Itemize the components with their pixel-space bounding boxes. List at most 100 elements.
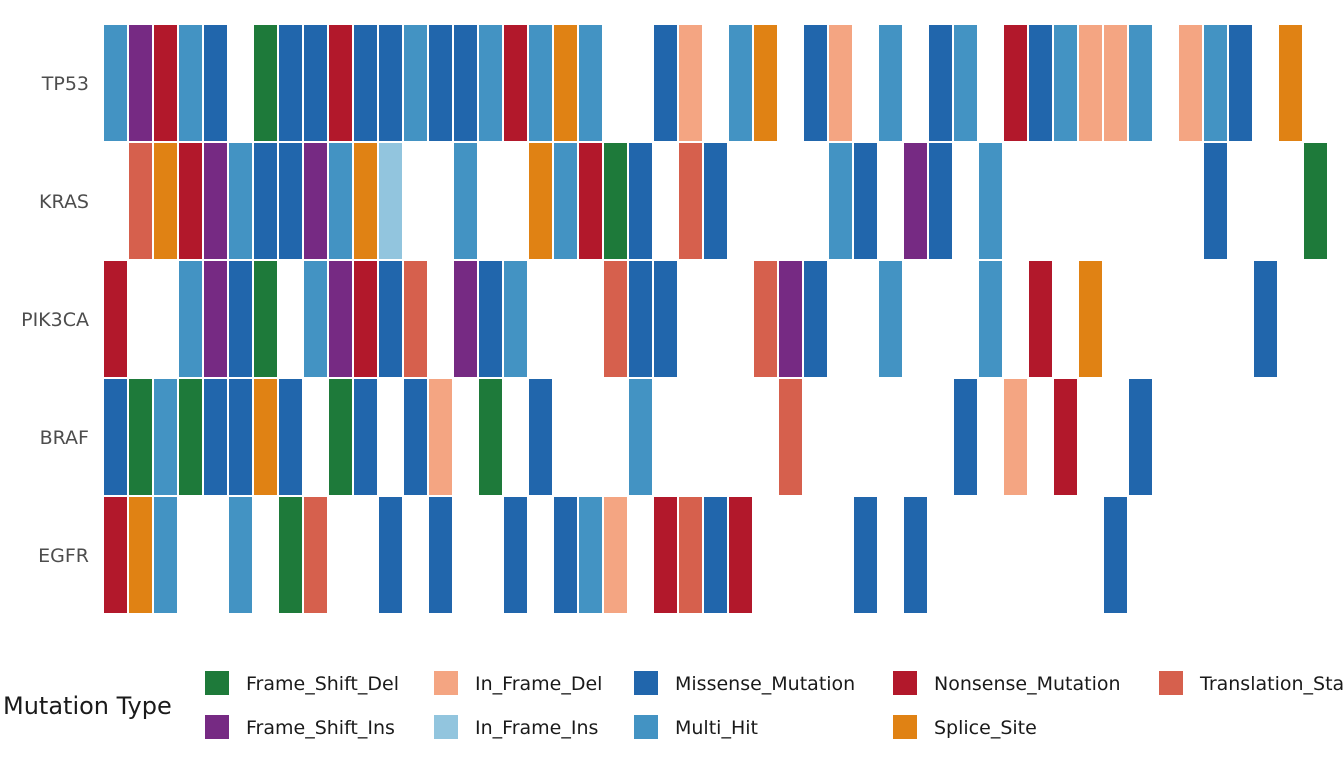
cell-tp53-sample-9 bbox=[304, 25, 327, 141]
cell-egfr-sample-3 bbox=[154, 497, 177, 613]
cell-egfr-sample-20 bbox=[579, 497, 602, 613]
cell-tp53-sample-24 bbox=[679, 25, 702, 141]
gene-label-kras: KRAS bbox=[39, 191, 89, 213]
gene-label-egfr: EGFR bbox=[38, 545, 89, 567]
legend-item-in-frame-ins: In_Frame_Ins bbox=[434, 715, 598, 739]
cell-braf-sample-14 bbox=[429, 379, 452, 495]
cell-pik3ca-sample-38 bbox=[1029, 261, 1052, 377]
cell-egfr-sample-21 bbox=[604, 497, 627, 613]
cell-egfr-sample-14 bbox=[429, 497, 452, 613]
cell-kras-sample-7 bbox=[254, 143, 277, 259]
cell-egfr-sample-1 bbox=[104, 497, 127, 613]
legend-swatch bbox=[205, 715, 229, 739]
legend-label: Splice_Site bbox=[934, 717, 1037, 739]
cell-tp53-sample-40 bbox=[1079, 25, 1102, 141]
cell-pik3ca-sample-36 bbox=[979, 261, 1002, 377]
cell-kras-sample-25 bbox=[704, 143, 727, 259]
legend-label: Missense_Mutation bbox=[675, 673, 855, 695]
cell-braf-sample-4 bbox=[179, 379, 202, 495]
cell-tp53-sample-16 bbox=[479, 25, 502, 141]
cell-pik3ca-sample-21 bbox=[604, 261, 627, 377]
cell-tp53-sample-15 bbox=[454, 25, 477, 141]
cell-tp53-sample-2 bbox=[129, 25, 152, 141]
legend-item-frame-shift-ins: Frame_Shift_Ins bbox=[205, 715, 395, 739]
cell-pik3ca-sample-1 bbox=[104, 261, 127, 377]
legend-label: Frame_Shift_Del bbox=[246, 673, 399, 695]
cell-braf-sample-10 bbox=[329, 379, 352, 495]
cell-egfr-sample-33 bbox=[904, 497, 927, 613]
cell-braf-sample-18 bbox=[529, 379, 552, 495]
cell-tp53-sample-27 bbox=[754, 25, 777, 141]
cell-tp53-sample-35 bbox=[954, 25, 977, 141]
cell-kras-sample-18 bbox=[529, 143, 552, 259]
cell-tp53-sample-1 bbox=[104, 25, 127, 141]
legend-item-missense-mutation: Missense_Mutation bbox=[634, 671, 855, 695]
cell-kras-sample-36 bbox=[979, 143, 1002, 259]
cell-tp53-sample-23 bbox=[654, 25, 677, 141]
cell-pik3ca-sample-6 bbox=[229, 261, 252, 377]
cell-pik3ca-sample-32 bbox=[879, 261, 902, 377]
cell-egfr-sample-8 bbox=[279, 497, 302, 613]
cell-tp53-sample-42 bbox=[1129, 25, 1152, 141]
cell-braf-sample-11 bbox=[354, 379, 377, 495]
cell-egfr-sample-31 bbox=[854, 497, 877, 613]
cell-kras-sample-6 bbox=[229, 143, 252, 259]
legend-swatch bbox=[634, 715, 658, 739]
cell-braf-sample-39 bbox=[1054, 379, 1077, 495]
legend-item-frame-shift-del: Frame_Shift_Del bbox=[205, 671, 399, 695]
cell-egfr-sample-25 bbox=[704, 497, 727, 613]
legend-item-translation-start-site: Translation_Start_Site bbox=[1159, 671, 1344, 695]
cell-kras-sample-10 bbox=[329, 143, 352, 259]
cell-tp53-sample-4 bbox=[179, 25, 202, 141]
cell-kras-sample-49 bbox=[1304, 143, 1327, 259]
cell-egfr-sample-23 bbox=[654, 497, 677, 613]
gene-label-braf: BRAF bbox=[40, 427, 89, 449]
cell-kras-sample-4 bbox=[179, 143, 202, 259]
cell-braf-sample-8 bbox=[279, 379, 302, 495]
cell-kras-sample-5 bbox=[204, 143, 227, 259]
cell-braf-sample-1 bbox=[104, 379, 127, 495]
cell-pik3ca-sample-23 bbox=[654, 261, 677, 377]
cell-pik3ca-sample-28 bbox=[779, 261, 802, 377]
legend-swatch bbox=[434, 715, 458, 739]
cell-kras-sample-20 bbox=[579, 143, 602, 259]
cell-kras-sample-24 bbox=[679, 143, 702, 259]
cell-pik3ca-sample-29 bbox=[804, 261, 827, 377]
cell-pik3ca-sample-4 bbox=[179, 261, 202, 377]
cell-kras-sample-2 bbox=[129, 143, 152, 259]
cell-egfr-sample-26 bbox=[729, 497, 752, 613]
legend-swatch bbox=[893, 715, 917, 739]
cell-braf-sample-13 bbox=[404, 379, 427, 495]
cell-pik3ca-sample-22 bbox=[629, 261, 652, 377]
cell-tp53-sample-30 bbox=[829, 25, 852, 141]
cell-braf-sample-5 bbox=[204, 379, 227, 495]
cell-tp53-sample-18 bbox=[529, 25, 552, 141]
cell-egfr-sample-19 bbox=[554, 497, 577, 613]
legend-swatch bbox=[205, 671, 229, 695]
cell-tp53-sample-45 bbox=[1204, 25, 1227, 141]
gene-label-tp53: TP53 bbox=[41, 73, 89, 95]
cell-kras-sample-22 bbox=[629, 143, 652, 259]
cell-tp53-sample-5 bbox=[204, 25, 227, 141]
cell-egfr-sample-6 bbox=[229, 497, 252, 613]
legend-label: In_Frame_Ins bbox=[475, 717, 598, 739]
cell-kras-sample-45 bbox=[1204, 143, 1227, 259]
cell-pik3ca-sample-7 bbox=[254, 261, 277, 377]
cell-pik3ca-sample-27 bbox=[754, 261, 777, 377]
cell-kras-sample-15 bbox=[454, 143, 477, 259]
cell-tp53-sample-19 bbox=[554, 25, 577, 141]
cell-tp53-sample-12 bbox=[379, 25, 402, 141]
cell-pik3ca-sample-5 bbox=[204, 261, 227, 377]
legend: Mutation Type Frame_Shift_DelFrame_Shift… bbox=[3, 671, 1344, 739]
cell-braf-sample-3 bbox=[154, 379, 177, 495]
cell-tp53-sample-32 bbox=[879, 25, 902, 141]
gene-labels: TP53 KRAS PIK3CA BRAF EGFR bbox=[21, 73, 89, 567]
legend-item-nonsense-mutation: Nonsense_Mutation bbox=[893, 671, 1121, 695]
legend-item-multi-hit: Multi_Hit bbox=[634, 715, 758, 739]
cell-tp53-sample-41 bbox=[1104, 25, 1127, 141]
cell-tp53-sample-14 bbox=[429, 25, 452, 141]
cell-tp53-sample-48 bbox=[1279, 25, 1302, 141]
cell-kras-sample-30 bbox=[829, 143, 852, 259]
cell-tp53-sample-11 bbox=[354, 25, 377, 141]
